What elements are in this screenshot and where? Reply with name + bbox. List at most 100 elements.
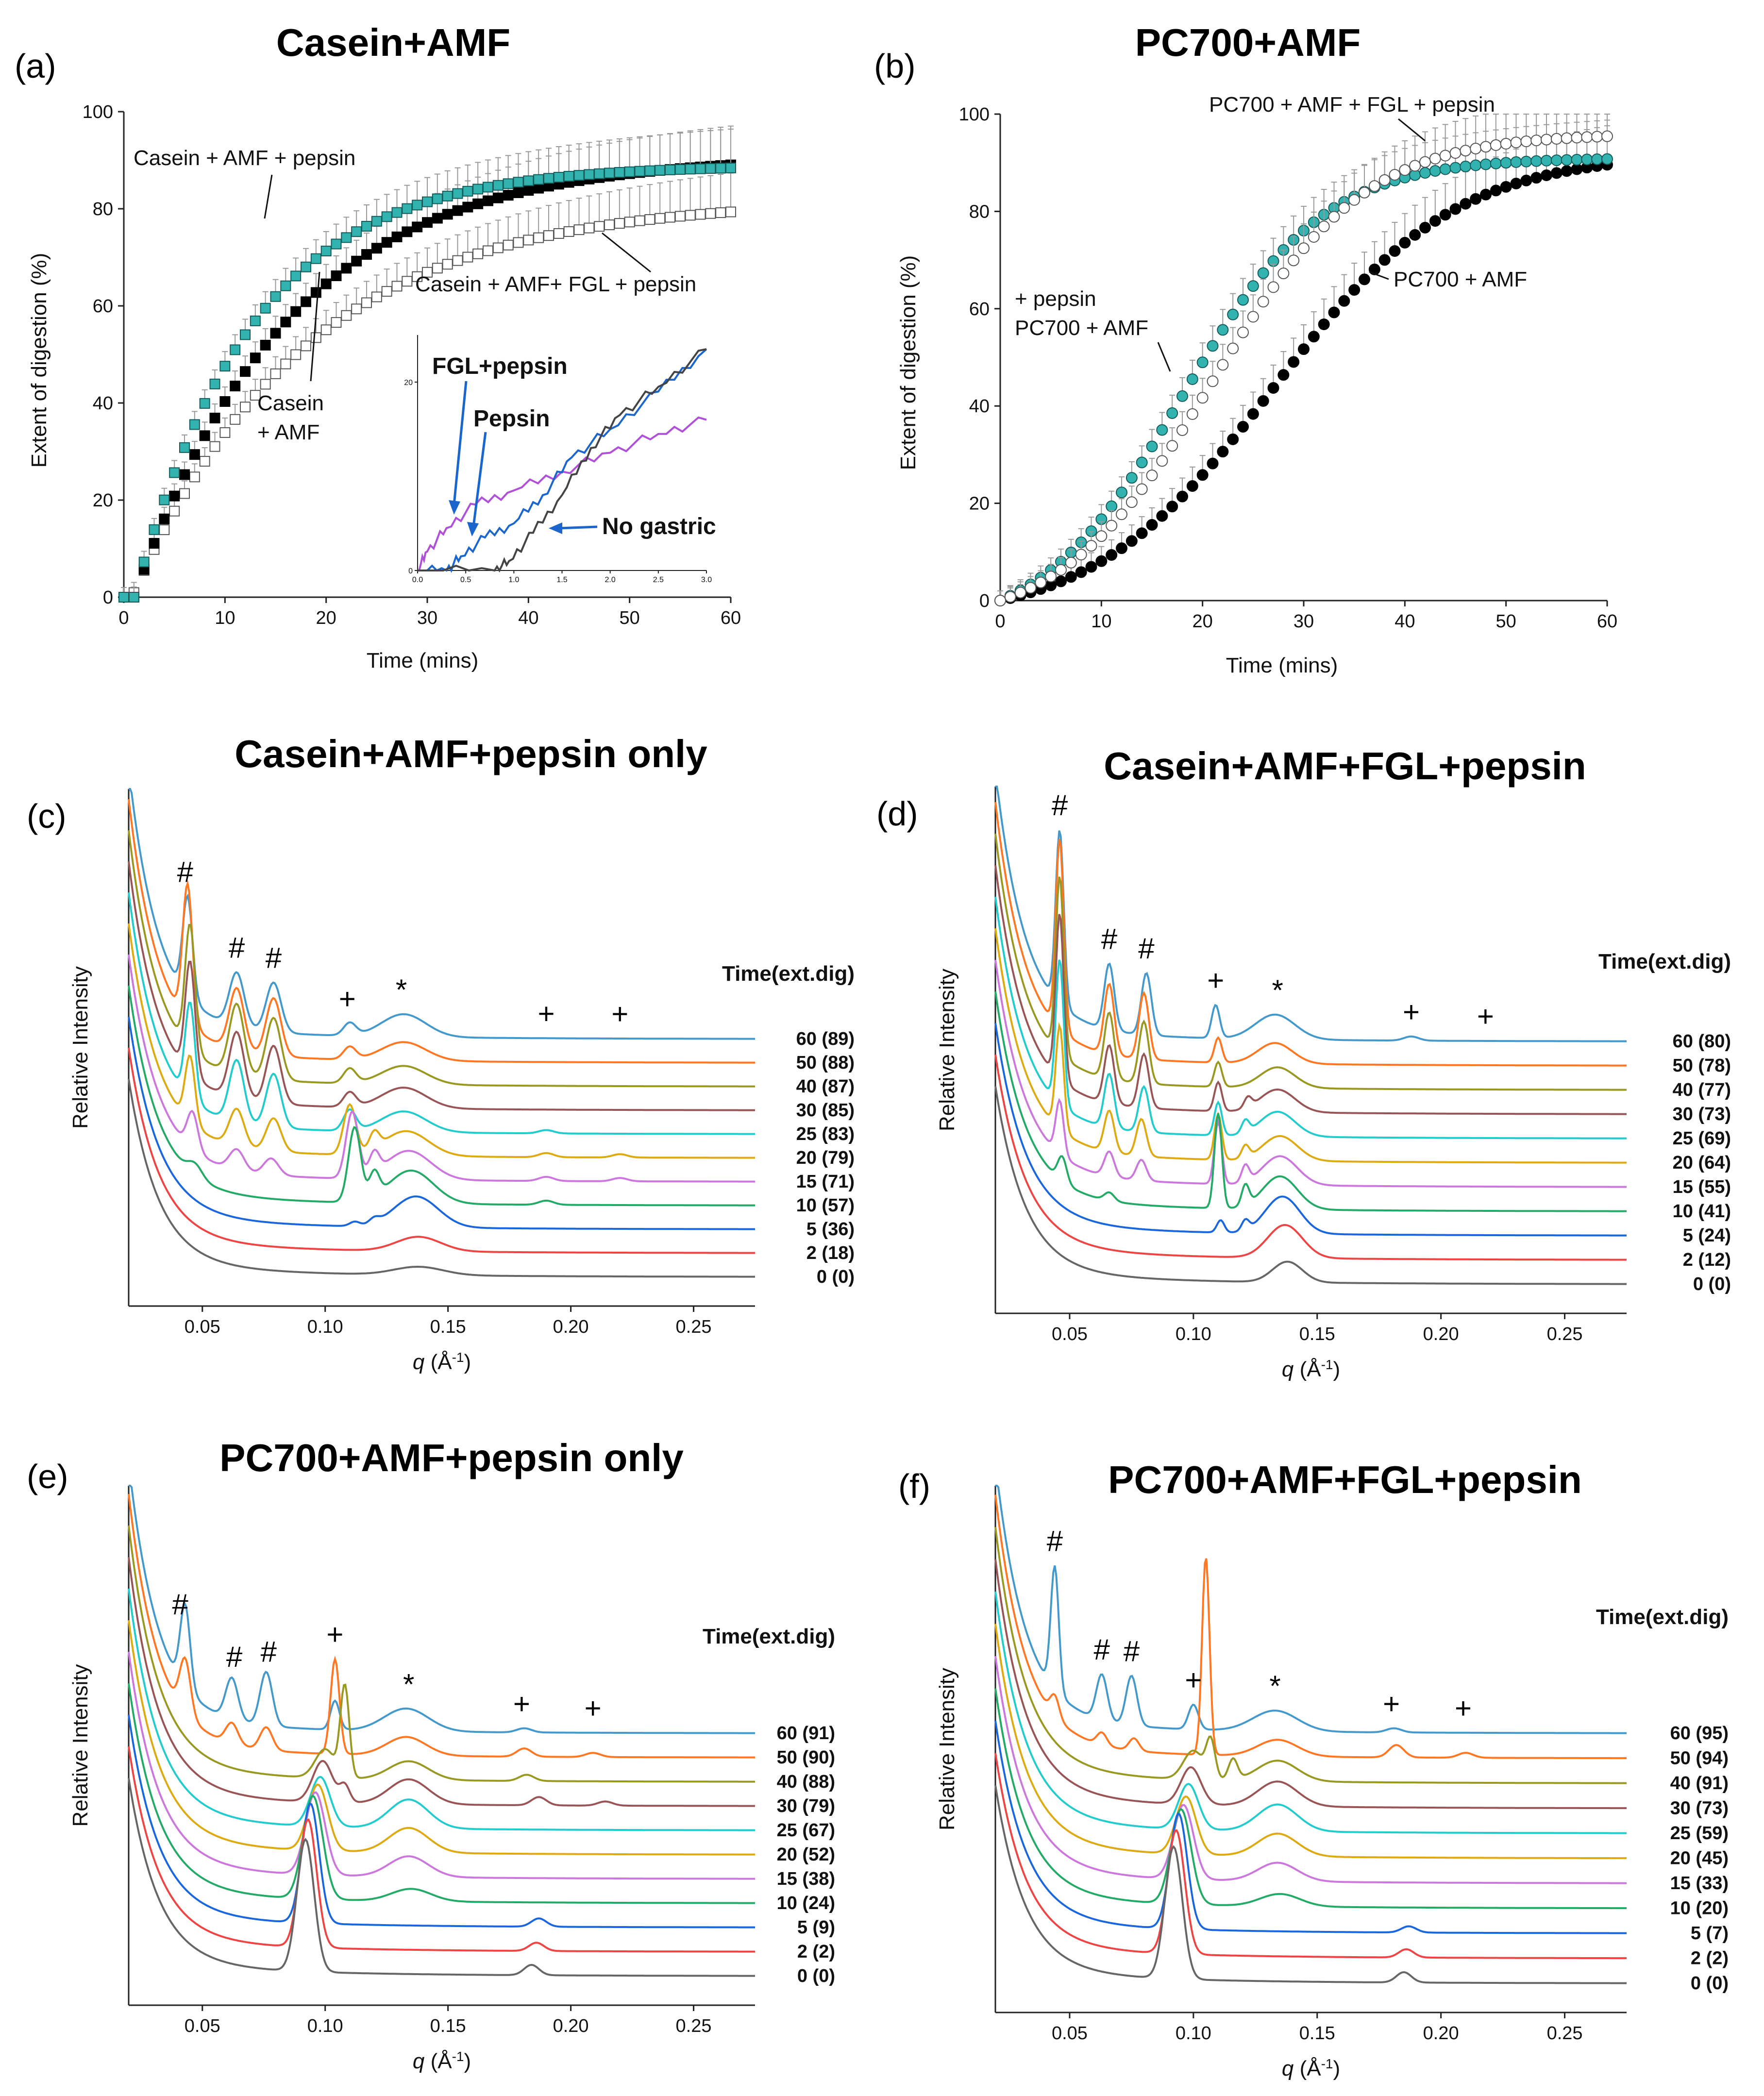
b-x-tick-label: 0 xyxy=(995,611,1005,632)
panel-c-time-label: 0 (0) xyxy=(817,1267,855,1287)
b-point xyxy=(1520,155,1532,168)
a-point xyxy=(634,166,645,177)
b-point xyxy=(1550,167,1562,179)
b-point xyxy=(1166,407,1178,419)
panel-e-xlabel-q: q xyxy=(413,2049,425,2073)
panel-f-xlabel: q (Å-1) xyxy=(1282,2056,1340,2081)
b-point xyxy=(1055,564,1067,576)
b-point xyxy=(1065,556,1077,569)
a-point xyxy=(674,211,686,222)
b-point xyxy=(1378,174,1391,186)
b-x-tick-label: 50 xyxy=(1496,611,1516,632)
b-point xyxy=(1156,455,1168,467)
b-point xyxy=(1298,343,1310,355)
panel-a-letter: (a) xyxy=(15,47,56,85)
b-point xyxy=(1460,160,1472,172)
a-point xyxy=(270,291,281,302)
panel-b-xlabel: Time (mins) xyxy=(1226,654,1338,677)
panel-d-time-header: Time(ext.dig) xyxy=(1598,950,1731,973)
b-point xyxy=(1227,342,1239,354)
panel-d-xlabel-q: q xyxy=(1282,1358,1294,1381)
panel-f-time-label: 40 (91) xyxy=(1670,1773,1729,1794)
b-point xyxy=(1146,470,1158,482)
panel-d-time-label: 50 (78) xyxy=(1673,1056,1731,1076)
a-point xyxy=(492,192,504,203)
panel-f-xlabel-q: q xyxy=(1282,2057,1294,2080)
a-point xyxy=(381,211,392,222)
panel-f-curve xyxy=(994,1785,1627,1984)
a-point xyxy=(584,222,595,234)
panel-c-title: Casein+AMF+pepsin only xyxy=(235,732,707,775)
b-point xyxy=(1196,392,1209,404)
b-point xyxy=(1308,331,1320,343)
panel-d-ylabel: Relative Intensity xyxy=(935,969,959,1131)
panel-a-annot-casein: Casein xyxy=(257,391,324,415)
b-point xyxy=(994,595,1006,606)
a-point xyxy=(604,168,615,179)
a-point xyxy=(159,524,170,536)
panel-e-time-label: 15 (38) xyxy=(777,1869,835,1889)
a-point xyxy=(432,263,443,274)
panel-d-curve xyxy=(994,1054,1627,1261)
b-point xyxy=(1298,242,1310,254)
b-point xyxy=(1359,186,1370,199)
a-point xyxy=(301,296,311,307)
panel-b: (b) PC700+AMF 0 10 20 30 40 50 60020406080100 … xyxy=(874,21,1617,677)
panel-f-curve xyxy=(994,1688,1627,1910)
a-point xyxy=(705,208,716,219)
panel-e-time-label: 2 (2) xyxy=(797,1942,835,1962)
inset-arrow-pepsin xyxy=(472,432,487,527)
a-point xyxy=(452,205,463,216)
b-point xyxy=(1207,457,1219,470)
panel-e-curve xyxy=(128,1683,755,1904)
a-point xyxy=(391,231,403,242)
panel-c-xlabel-unit: (Å xyxy=(424,1350,452,1374)
panel-f-peak-marker: + xyxy=(1185,1664,1202,1696)
panel-f-time-label: 2 (2) xyxy=(1691,1948,1729,1969)
panel-f-curve xyxy=(994,1494,1627,1760)
a-point xyxy=(674,164,686,175)
panel-d-curve xyxy=(994,802,1627,1067)
a-point xyxy=(341,310,352,321)
a-point xyxy=(320,324,332,335)
panel-c-curve xyxy=(129,788,755,1040)
b-point xyxy=(1480,141,1492,153)
panel-e-curve xyxy=(128,1777,755,1977)
panel-f-time-label: 20 (45) xyxy=(1670,1848,1729,1869)
b-point xyxy=(1561,154,1573,166)
a-x-tick-label: 20 xyxy=(316,608,336,628)
panel-c-curve xyxy=(128,954,755,1183)
panel-e: (e) PC700+AMF+pepsin only 0.05 0.10 0.15 0.20… xyxy=(27,1436,835,2073)
panel-f-time-label: 30 (73) xyxy=(1670,1798,1729,1819)
inset-series-line xyxy=(418,348,707,573)
b-point xyxy=(1227,433,1239,445)
panel-c-curve xyxy=(128,892,755,1135)
a-point xyxy=(219,361,231,372)
b-point xyxy=(1247,311,1259,323)
b-point xyxy=(1490,139,1502,151)
b-point xyxy=(1510,178,1522,190)
a-point xyxy=(331,270,342,282)
panel-b-data xyxy=(994,114,1613,606)
panel-f-time-header: Time(ext.dig) xyxy=(1596,1605,1729,1629)
b-point xyxy=(1085,561,1097,573)
a-point xyxy=(442,259,453,270)
b-point xyxy=(1419,167,1431,179)
a-point xyxy=(483,182,493,193)
b-point xyxy=(1429,165,1441,177)
b-point xyxy=(1156,510,1168,522)
b-point xyxy=(1439,209,1451,221)
b-point xyxy=(1146,440,1158,453)
b-y-tick-label: 60 xyxy=(969,299,990,319)
a-point xyxy=(665,164,675,175)
b-point xyxy=(1550,133,1562,145)
a-y-tick-label: 40 xyxy=(93,393,113,414)
b-point xyxy=(1227,308,1239,320)
b-point xyxy=(1500,181,1512,193)
panel-f-xlabel-unit: (Å xyxy=(1294,2057,1321,2080)
b-point xyxy=(1389,168,1401,181)
b-point xyxy=(1075,549,1087,561)
panel-c-peak-marker: # xyxy=(177,856,194,889)
panel-d-time-label: 60 (80) xyxy=(1673,1031,1731,1052)
b-point xyxy=(1581,153,1593,166)
